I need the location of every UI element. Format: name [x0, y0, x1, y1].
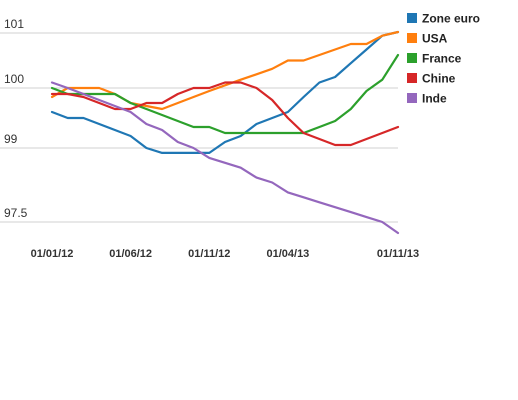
series-line-chine: [50, 81, 400, 147]
y-tick-label: 99: [4, 132, 18, 146]
legend-swatch: [407, 53, 417, 63]
series-line-inde: [50, 81, 400, 235]
legend-swatch: [407, 33, 417, 43]
legend-label: Chine: [422, 72, 456, 86]
y-tick-label: 101: [4, 17, 24, 31]
legend-swatch: [407, 93, 417, 103]
x-tick-label: 01/11/13: [377, 248, 419, 260]
legend-swatch: [407, 73, 417, 83]
series-line-zone-euro: [50, 30, 400, 154]
legend-label: Inde: [422, 92, 447, 106]
x-tick-label: 01/04/13: [266, 248, 309, 260]
series-line-usa: [50, 30, 400, 111]
x-tick-label: 01/06/12: [109, 248, 152, 260]
y-tick-label: 100: [4, 72, 24, 86]
x-tick-label: 01/11/12: [188, 248, 230, 260]
series-lines: [50, 30, 400, 235]
y-axis-ticks: 97.5 99 100 101: [4, 17, 28, 220]
legend-swatch: [407, 13, 417, 23]
x-axis-ticks: 01/01/12 01/06/12 01/11/12 01/04/13 01/11/13: [31, 248, 420, 260]
y-tick-label: 97.5: [4, 206, 28, 220]
legend: Zone euro USA France Chine Inde: [407, 12, 480, 106]
legend-label: Zone euro: [422, 12, 480, 26]
legend-label: France: [422, 52, 462, 66]
x-tick-label: 01/01/12: [31, 248, 74, 260]
legend-label: USA: [422, 32, 448, 46]
series-line-france: [50, 53, 400, 135]
